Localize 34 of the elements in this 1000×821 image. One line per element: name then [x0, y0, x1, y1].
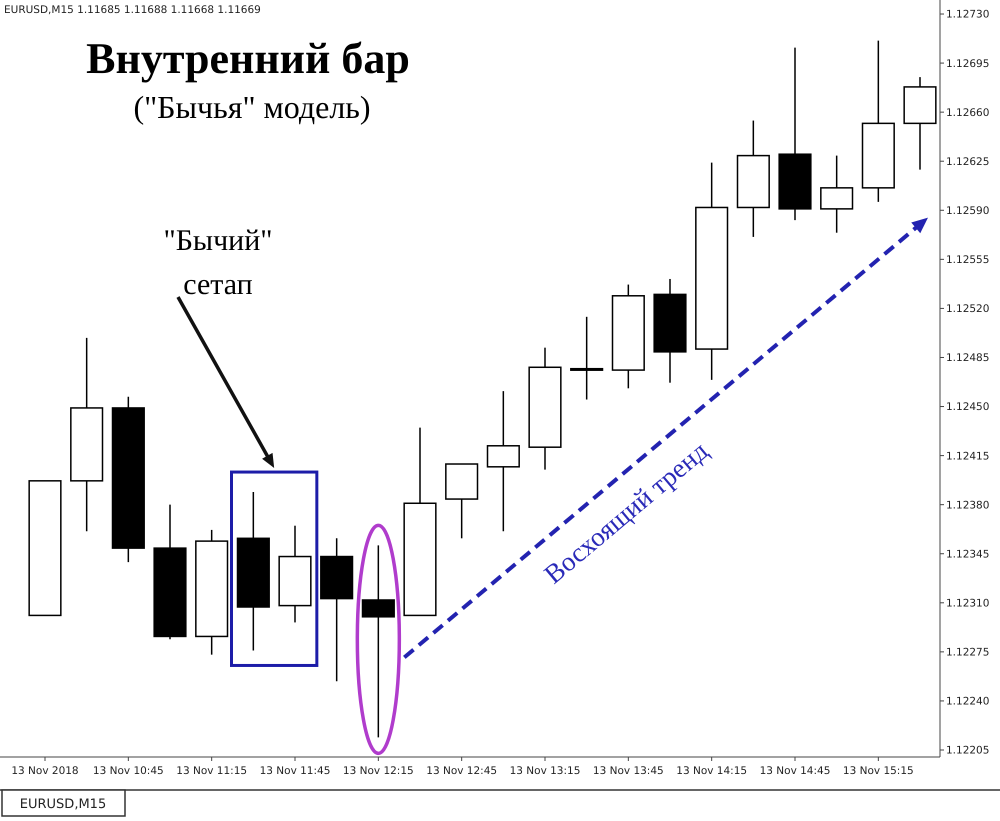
y-tick-label: 1.12625 [946, 156, 990, 168]
x-tick-label: 13 Nov 12:15 [342, 765, 414, 777]
text: Внутренний бар [86, 34, 410, 83]
x-tick-label: 13 Nov 13:15 [510, 765, 580, 777]
y-tick-label: 1.12485 [946, 352, 990, 364]
text: ("Бычья" модель) [133, 89, 371, 125]
y-tick-label: 1.12380 [946, 499, 990, 512]
y-tick-label: 1.12555 [946, 254, 990, 266]
y-tick-label: 1.12695 [946, 58, 990, 70]
x-tick-label: 13 Nov 13:45 [592, 765, 664, 777]
annotation: EURUSD,M15 1.11685 1.11688 1.11668 1.11669 [4, 4, 261, 16]
y-tick-label: 1.12660 [946, 106, 990, 119]
y-tick-label: 1.12590 [946, 204, 990, 217]
candlestick [362, 544, 395, 738]
x-tick-label: 13 Nov 10:45 [92, 765, 164, 777]
x-tick-label: 13 Nov 14:45 [760, 765, 830, 777]
y-tick-label: 1.12310 [946, 597, 990, 610]
x-tick-label: 13 Nov 12:45 [426, 765, 498, 777]
y-tick-label: 1.12345 [946, 548, 990, 560]
y-tick-label: 1.12450 [946, 401, 990, 414]
y-tick-label: 1.12415 [946, 450, 990, 462]
y-tick-label: 1.12730 [946, 8, 990, 21]
candlestick [570, 316, 604, 400]
y-tick-label: 1.12520 [946, 303, 990, 316]
x-tick-label: 13 Nov 2018 [11, 765, 79, 777]
y-tick-label: 1.12275 [946, 646, 990, 659]
annotation: "Бычий" сетап [163, 224, 273, 301]
text: EURUSD,M15 [20, 797, 106, 812]
y-tick-label: 1.12240 [946, 696, 990, 708]
x-tick-label: 13 Nov 11:15 [176, 765, 248, 777]
x-tick-label: 13 Nov 11:45 [260, 765, 330, 777]
y-tick-label: 1.12205 [946, 744, 990, 757]
x-tick-label: 13 Nov 14:15 [676, 765, 748, 777]
x-tick-label: 13 Nov 15:15 [842, 765, 914, 777]
